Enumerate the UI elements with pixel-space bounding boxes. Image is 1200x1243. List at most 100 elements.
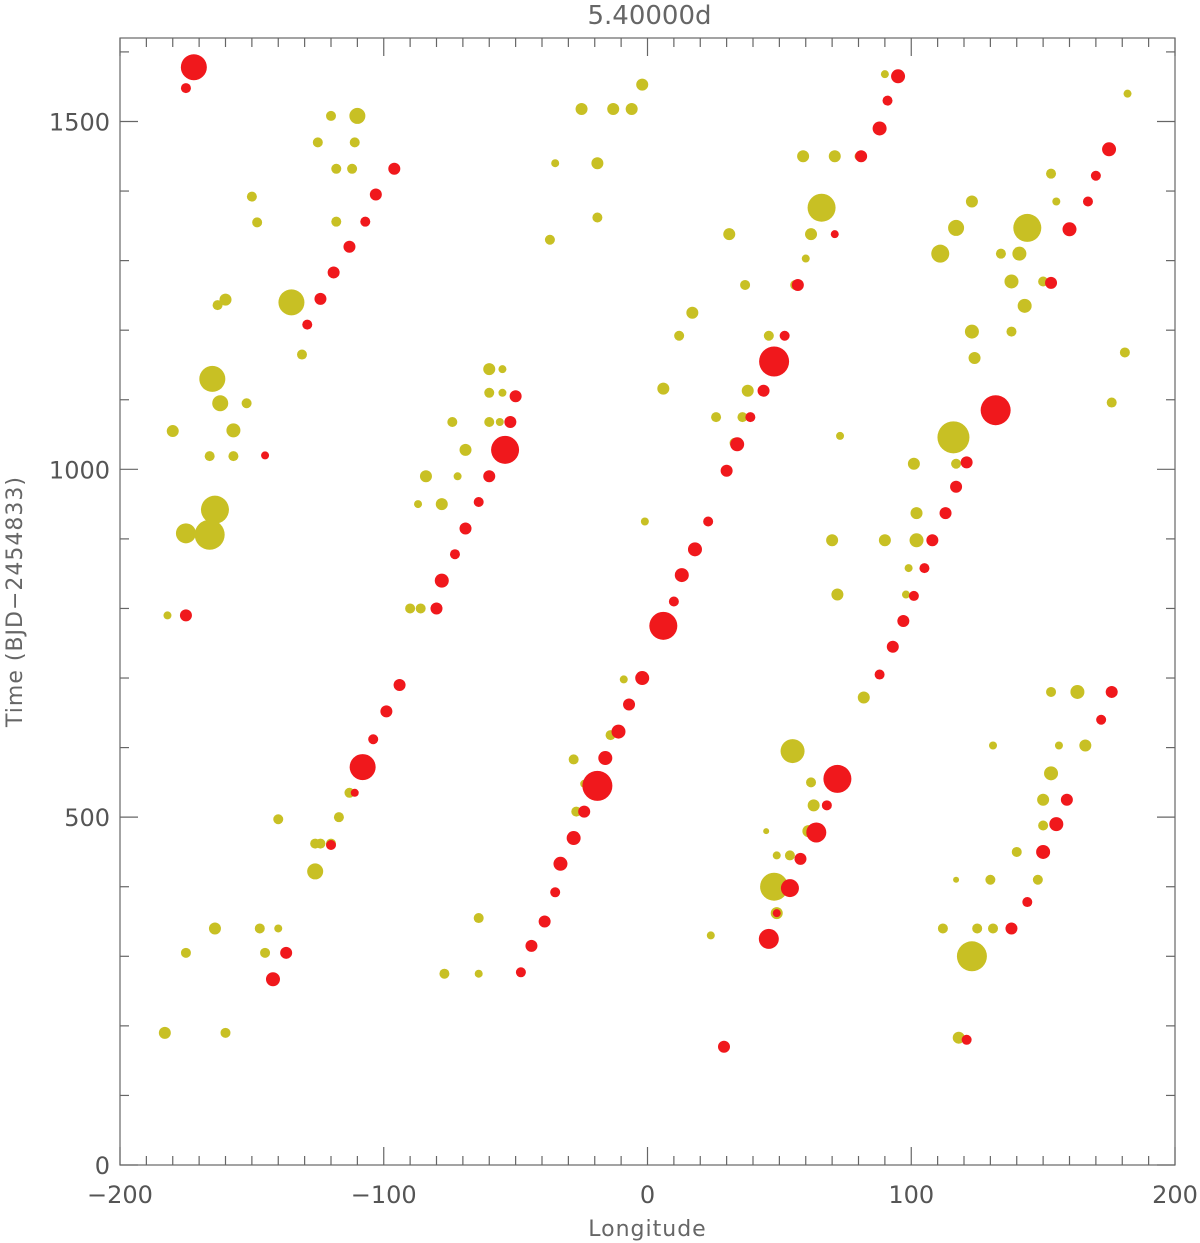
data-point bbox=[393, 678, 406, 691]
data-point bbox=[937, 923, 948, 934]
data-point bbox=[331, 216, 342, 227]
data-point bbox=[807, 799, 820, 812]
data-point bbox=[674, 568, 689, 583]
data-point bbox=[504, 416, 517, 429]
data-point bbox=[212, 300, 223, 311]
data-point bbox=[909, 533, 924, 548]
data-point bbox=[956, 941, 987, 972]
data-point bbox=[491, 435, 520, 464]
data-point bbox=[857, 691, 870, 704]
data-point bbox=[453, 472, 462, 481]
data-point bbox=[784, 850, 795, 861]
data-point bbox=[274, 924, 283, 933]
y-tick-label: 500 bbox=[64, 804, 110, 832]
data-point bbox=[964, 324, 979, 339]
data-point bbox=[1032, 874, 1043, 885]
data-point bbox=[459, 522, 472, 535]
data-point bbox=[449, 549, 460, 560]
data-point bbox=[1082, 196, 1093, 207]
data-point bbox=[904, 564, 913, 573]
data-point bbox=[611, 724, 626, 739]
data-point bbox=[703, 516, 714, 527]
data-point bbox=[208, 922, 221, 935]
data-point bbox=[740, 279, 751, 290]
data-point bbox=[657, 382, 670, 395]
data-point bbox=[779, 330, 790, 341]
chart-title: 5.40000d bbox=[587, 1, 711, 31]
data-point bbox=[1044, 766, 1059, 781]
data-point bbox=[483, 363, 496, 376]
data-point bbox=[343, 240, 356, 253]
data-point bbox=[706, 931, 715, 940]
data-point bbox=[965, 195, 978, 208]
x-tick-label: 200 bbox=[1152, 1181, 1198, 1209]
data-point bbox=[806, 822, 827, 843]
data-point bbox=[1036, 844, 1051, 859]
x-tick-label: 0 bbox=[640, 1181, 655, 1209]
data-point bbox=[350, 788, 359, 797]
data-point bbox=[806, 777, 817, 788]
data-point bbox=[801, 254, 810, 263]
data-point bbox=[807, 193, 836, 222]
y-axis-label: Time (BJD−2454833) bbox=[3, 476, 28, 728]
data-point bbox=[219, 293, 232, 306]
data-point bbox=[794, 852, 807, 865]
data-point bbox=[855, 150, 868, 163]
data-point bbox=[649, 611, 678, 640]
data-point bbox=[473, 497, 484, 508]
data-point bbox=[760, 872, 789, 901]
data-point bbox=[1045, 276, 1058, 289]
data-point bbox=[908, 590, 919, 601]
data-point bbox=[474, 969, 483, 978]
data-point bbox=[204, 451, 215, 462]
data-point bbox=[575, 102, 588, 115]
data-point bbox=[836, 431, 845, 440]
data-point bbox=[515, 967, 526, 978]
data-point bbox=[1012, 246, 1027, 261]
data-point bbox=[473, 913, 484, 924]
tick-labels: −200 −100 0 100 200 0 500 1000 1500 bbox=[49, 108, 1198, 1209]
x-axis-label: Longitude bbox=[588, 1217, 706, 1242]
data-point bbox=[625, 102, 638, 115]
data-point bbox=[175, 523, 196, 544]
data-point bbox=[434, 573, 449, 588]
data-point bbox=[550, 887, 561, 898]
data-point bbox=[931, 244, 950, 263]
data-point bbox=[388, 162, 401, 175]
data-point bbox=[314, 292, 327, 305]
data-point bbox=[1060, 793, 1073, 806]
data-point bbox=[368, 734, 379, 745]
data-point bbox=[414, 500, 423, 509]
data-point bbox=[241, 398, 252, 409]
data-point bbox=[261, 451, 270, 460]
data-point bbox=[447, 417, 458, 428]
data-point bbox=[1052, 197, 1061, 206]
data-point bbox=[212, 395, 229, 412]
data-point bbox=[1102, 142, 1117, 157]
data-point bbox=[960, 456, 973, 469]
data-point bbox=[874, 669, 885, 680]
data-point bbox=[980, 395, 1011, 426]
data-point bbox=[758, 928, 779, 949]
data-point bbox=[1096, 714, 1107, 725]
data-point bbox=[1004, 274, 1019, 289]
data-point bbox=[280, 946, 293, 959]
y-tick-label: 0 bbox=[95, 1152, 110, 1180]
x-tick-label: 100 bbox=[888, 1181, 934, 1209]
data-point bbox=[623, 698, 636, 711]
data-point bbox=[951, 458, 962, 469]
data-point bbox=[1046, 686, 1057, 697]
data-point bbox=[254, 923, 265, 934]
data-point bbox=[326, 839, 336, 850]
data-point bbox=[347, 163, 358, 174]
data-point bbox=[988, 923, 999, 934]
data-point bbox=[831, 588, 844, 601]
data-point bbox=[538, 915, 551, 928]
data-point bbox=[763, 330, 774, 341]
data-point bbox=[582, 770, 613, 801]
data-point bbox=[592, 212, 603, 223]
data-point bbox=[919, 563, 930, 574]
data-point bbox=[1079, 739, 1092, 752]
data-point bbox=[1038, 820, 1049, 831]
